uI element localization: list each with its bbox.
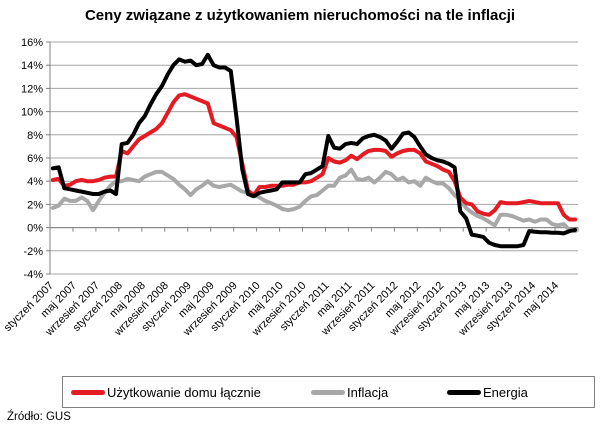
source-note: Źródło: GUS xyxy=(7,411,71,423)
legend-swatch-inflacja xyxy=(311,389,345,395)
legend-item-uzytkowanie: Użytkowanie domu łącznie xyxy=(71,377,261,407)
legend-item-energia: Energia xyxy=(447,377,528,407)
legend-label-uzytkowanie: Użytkowanie domu łącznie xyxy=(107,384,261,400)
series-line-energia xyxy=(50,52,578,249)
y-tick-label: -2% xyxy=(23,246,43,258)
series-line-inflacja xyxy=(50,167,578,234)
chart-title: Ceny związane z użytkowaniem nieruchomoś… xyxy=(84,7,516,24)
legend-item-inflacja: Inflacja xyxy=(311,377,388,407)
legend-label-energia: Energia xyxy=(483,384,528,400)
y-tick-label: 4% xyxy=(27,176,43,188)
y-tick-label: 2% xyxy=(27,199,43,211)
y-tick-label: 10% xyxy=(21,107,43,119)
y-tick-label: 0% xyxy=(27,223,43,235)
y-tick-label: -4% xyxy=(23,269,43,281)
series-line-uzytkowanie xyxy=(50,92,578,222)
legend-swatch-energia xyxy=(447,389,481,395)
y-tick-label: 14% xyxy=(21,60,43,72)
y-tick-label: 6% xyxy=(27,153,43,165)
y-tick-label: 12% xyxy=(21,83,43,95)
y-tick-label: 8% xyxy=(27,130,43,142)
legend-label-inflacja: Inflacja xyxy=(347,384,389,400)
chart-legend: Użytkowanie domu łącznie Inflacja Energi… xyxy=(62,376,595,408)
legend-swatch-uzytkowanie xyxy=(71,389,105,395)
y-tick-label: 16% xyxy=(21,37,43,49)
